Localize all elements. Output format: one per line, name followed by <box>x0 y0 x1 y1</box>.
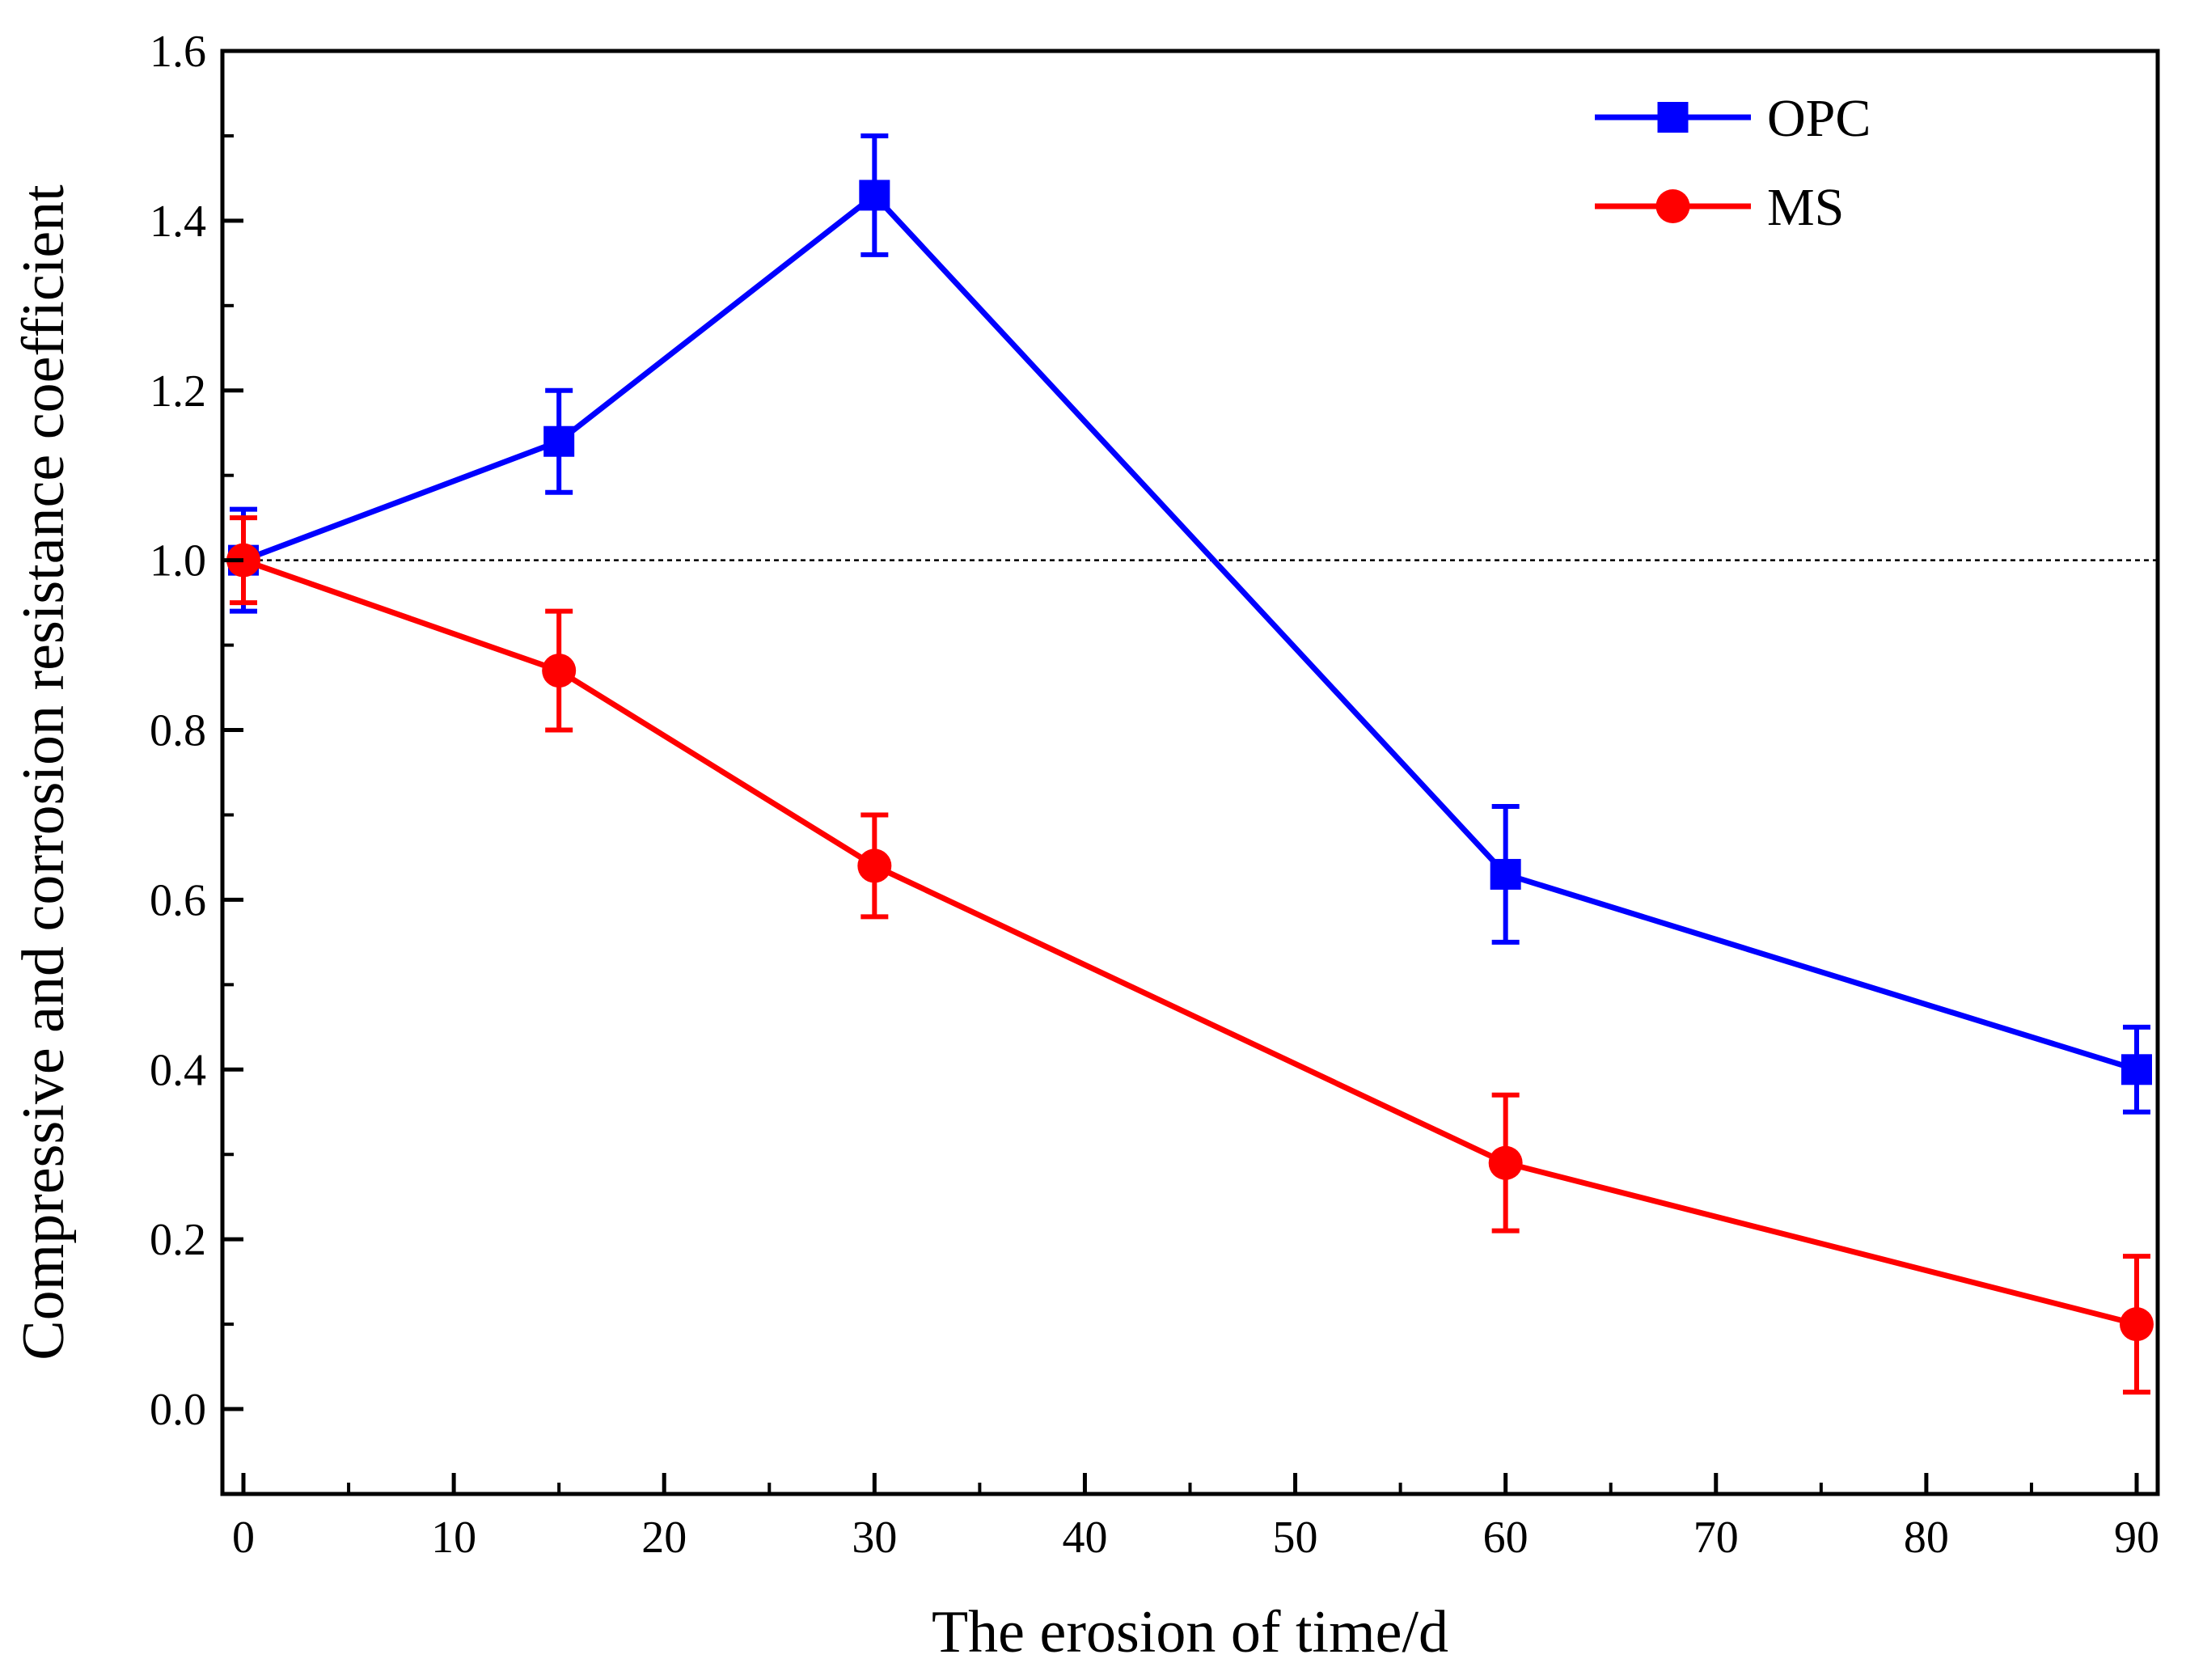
x-tick-label: 20 <box>641 1513 687 1563</box>
y-tick-label: 0.2 <box>150 1215 206 1265</box>
x-tick-label: 40 <box>1062 1513 1107 1563</box>
data-point <box>226 543 261 578</box>
x-tick-label: 30 <box>852 1513 897 1563</box>
x-tick-label: 10 <box>431 1513 476 1563</box>
data-point <box>857 848 892 883</box>
legend-marker <box>1655 189 1690 223</box>
data-point <box>542 654 577 688</box>
y-tick-label: 1.4 <box>150 197 206 247</box>
series-ms <box>226 515 2154 1395</box>
legend-entry-ms: MS <box>1595 178 1844 237</box>
data-point <box>2120 1054 2152 1085</box>
x-axis-title: The erosion of time/d <box>932 1599 1448 1665</box>
data-point <box>543 425 575 457</box>
data-point <box>1490 858 1521 890</box>
x-tick-label: 80 <box>1904 1513 1949 1563</box>
y-tick-label: 1.6 <box>150 27 206 77</box>
data-point <box>859 180 890 211</box>
y-axis-title: Compressive and corrosion resistance coe… <box>11 184 77 1361</box>
x-tick-label: 0 <box>232 1513 255 1563</box>
x-tick-label: 60 <box>1483 1513 1529 1563</box>
y-tick-label: 0.4 <box>150 1045 206 1095</box>
legend-label: OPC <box>1767 89 1871 148</box>
x-tick-label: 50 <box>1273 1513 1318 1563</box>
x-tick-label: 90 <box>2114 1513 2159 1563</box>
legend-marker <box>1657 102 1689 133</box>
y-tick-label: 1.2 <box>150 366 206 417</box>
y-tick-label: 0.8 <box>150 706 206 756</box>
y-tick-label: 1.0 <box>150 536 206 586</box>
data-point <box>1488 1145 1523 1180</box>
x-tick-label: 70 <box>1693 1513 1739 1563</box>
data-point <box>2119 1307 2154 1342</box>
legend-entry-opc: OPC <box>1595 89 1871 148</box>
legend-label: MS <box>1767 178 1844 237</box>
y-tick-label: 0.6 <box>150 875 206 925</box>
y-tick-label: 0.0 <box>150 1385 206 1435</box>
